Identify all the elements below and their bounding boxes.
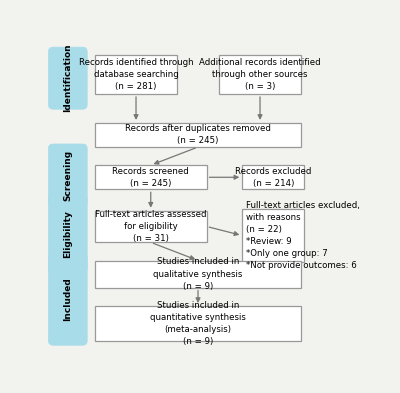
Text: Screening: Screening	[63, 149, 72, 200]
FancyBboxPatch shape	[95, 261, 301, 288]
Text: Eligibility: Eligibility	[63, 210, 72, 258]
Text: Records excluded
(n = 214): Records excluded (n = 214)	[235, 167, 311, 188]
FancyBboxPatch shape	[95, 55, 177, 94]
FancyBboxPatch shape	[95, 211, 206, 242]
FancyBboxPatch shape	[95, 306, 301, 341]
Text: Studies included in
quantitative synthesis
(meta-analysis)
(n = 9): Studies included in quantitative synthes…	[150, 301, 246, 346]
Text: Full-text articles excluded,
with reasons
(n = 22)
*Review: 9
*Only one group: 7: Full-text articles excluded, with reason…	[246, 201, 360, 270]
FancyBboxPatch shape	[48, 253, 87, 345]
Text: Full-text articles assessed
for eligibility
(n = 31): Full-text articles assessed for eligibil…	[95, 210, 206, 243]
FancyBboxPatch shape	[95, 123, 301, 147]
FancyBboxPatch shape	[48, 195, 87, 273]
Text: Records after duplicates removed
(n = 245): Records after duplicates removed (n = 24…	[125, 124, 271, 145]
FancyBboxPatch shape	[242, 165, 304, 189]
Text: Records screened
(n = 245): Records screened (n = 245)	[112, 167, 189, 188]
Text: Included: Included	[63, 277, 72, 321]
Text: Identification: Identification	[63, 44, 72, 112]
FancyBboxPatch shape	[48, 47, 87, 109]
FancyBboxPatch shape	[95, 165, 206, 189]
FancyBboxPatch shape	[219, 55, 301, 94]
FancyBboxPatch shape	[48, 144, 87, 206]
Text: Additional records identified
through other sources
(n = 3): Additional records identified through ot…	[199, 58, 321, 91]
Text: Studies included in
qualitative synthesis
(n = 9): Studies included in qualitative synthesi…	[153, 257, 243, 291]
Text: Records identified through
database searching
(n = 281): Records identified through database sear…	[79, 58, 193, 91]
FancyBboxPatch shape	[242, 209, 304, 262]
